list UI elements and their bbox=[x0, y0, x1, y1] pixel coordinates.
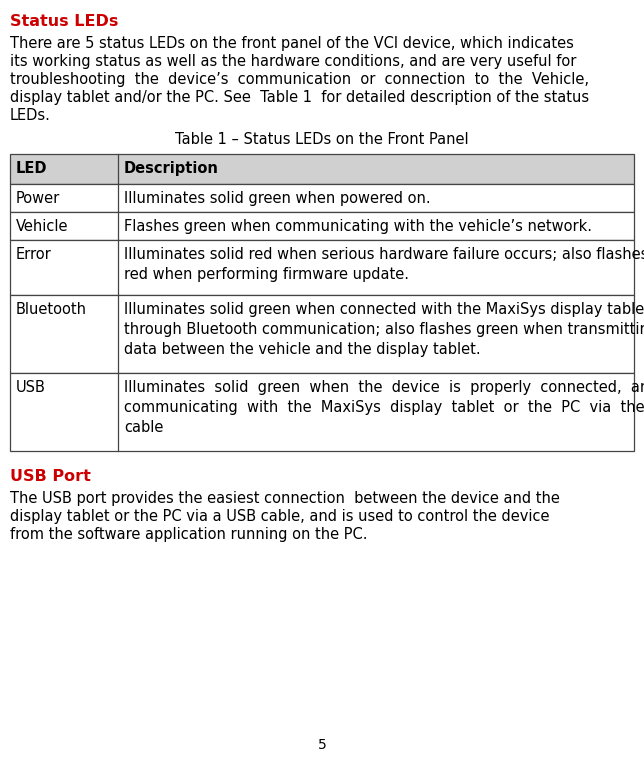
Text: Flashes green when communicating with the vehicle’s network.: Flashes green when communicating with th… bbox=[124, 219, 592, 234]
Text: Status LEDs: Status LEDs bbox=[10, 14, 118, 29]
Text: 5: 5 bbox=[317, 738, 327, 752]
Text: data between the vehicle and the display tablet.: data between the vehicle and the display… bbox=[124, 342, 480, 357]
Bar bbox=[10, 184, 634, 212]
Text: its working status as well as the hardware conditions, and are very useful for: its working status as well as the hardwa… bbox=[10, 54, 576, 69]
Text: Power: Power bbox=[16, 191, 61, 206]
Text: display tablet or the PC via a USB cable, and is used to control the device: display tablet or the PC via a USB cable… bbox=[10, 509, 549, 524]
Text: USB: USB bbox=[16, 380, 46, 395]
Text: USB Port: USB Port bbox=[10, 469, 91, 484]
Text: Error: Error bbox=[16, 247, 52, 262]
Bar bbox=[10, 154, 634, 184]
Text: Table 1 – Status LEDs on the Front Panel: Table 1 – Status LEDs on the Front Panel bbox=[175, 132, 469, 147]
Bar bbox=[10, 295, 634, 373]
Text: Illuminates solid green when powered on.: Illuminates solid green when powered on. bbox=[124, 191, 431, 206]
Text: Illuminates solid green when connected with the MaxiSys display tablet: Illuminates solid green when connected w… bbox=[124, 302, 644, 317]
Text: Bluetooth: Bluetooth bbox=[16, 302, 87, 317]
Text: troubleshooting  the  device’s  communication  or  connection  to  the  Vehicle,: troubleshooting the device’s communicati… bbox=[10, 72, 589, 87]
Text: red when performing firmware update.: red when performing firmware update. bbox=[124, 267, 409, 282]
Bar bbox=[10, 373, 634, 451]
Text: There are 5 status LEDs on the front panel of the VCI device, which indicates: There are 5 status LEDs on the front pan… bbox=[10, 36, 574, 51]
Text: Illuminates solid red when serious hardware failure occurs; also flashes: Illuminates solid red when serious hardw… bbox=[124, 247, 644, 262]
Bar bbox=[10, 212, 634, 240]
Text: from the software application running on the PC.: from the software application running on… bbox=[10, 527, 368, 542]
Text: through Bluetooth communication; also flashes green when transmitting: through Bluetooth communication; also fl… bbox=[124, 322, 644, 337]
Text: cable: cable bbox=[124, 420, 164, 435]
Bar bbox=[10, 240, 634, 295]
Text: Description: Description bbox=[124, 161, 219, 176]
Text: communicating  with  the  MaxiSys  display  tablet  or  the  PC  via  the  USB: communicating with the MaxiSys display t… bbox=[124, 400, 644, 415]
Text: display tablet and/or the PC. See  Table 1  for detailed description of the stat: display tablet and/or the PC. See Table … bbox=[10, 90, 589, 105]
Text: The USB port provides the easiest connection  between the device and the: The USB port provides the easiest connec… bbox=[10, 491, 560, 506]
Text: LED: LED bbox=[16, 161, 48, 176]
Text: LEDs.: LEDs. bbox=[10, 108, 51, 123]
Text: Illuminates  solid  green  when  the  device  is  properly  connected,  and: Illuminates solid green when the device … bbox=[124, 380, 644, 395]
Text: Vehicle: Vehicle bbox=[16, 219, 68, 234]
